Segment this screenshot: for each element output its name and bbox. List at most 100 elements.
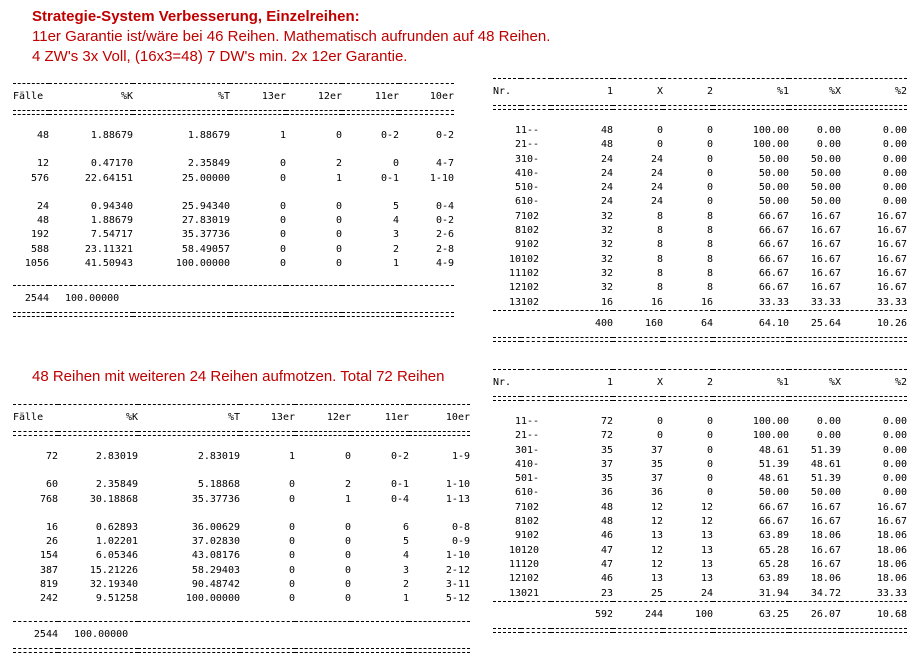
table-cell: %K [120,91,133,102]
table-cell: 8 [656,239,663,251]
table-cell: 2 [335,158,342,170]
table-cell: 72 [45,451,58,462]
spacer-row [13,271,454,286]
table-cell: 387 [39,564,58,576]
note-line-3: 48 Reihen mit weiteren 24 Reihen aufmotz… [32,368,445,385]
table-row: 12 0.47170 2.35849 0 2 0 4-7 [13,157,454,171]
total-cell: 10.26 [876,317,907,329]
table-cell: 1 [606,86,613,97]
table-cell: 48 [36,130,49,141]
table-cell: 33.33 [758,296,789,308]
table-cell: 5 [514,182,521,194]
table-cell: 8 [656,282,663,294]
table-cell: Fälle [13,91,44,102]
table-cell: 11er [384,412,409,423]
table-cell: 24 [600,167,613,179]
table-cell: 01- [521,473,540,485]
table-cell: 0 [656,139,663,151]
cases-table-48-rows: Fälle %K %T 13er 12er 11er 10er 48 1.88679 1.8867… [13,83,454,318]
table-cell: 48 [600,139,613,151]
spacer-row [13,464,470,478]
table-cell: 0.00 [882,196,907,208]
table-cell: 1.02201 [95,536,138,548]
table-row: 768 30.18868 35.37736 0 1 0-4 1-13 [13,493,470,507]
table-cell: 36 [650,487,663,499]
table-cell: 16.67 [810,516,841,528]
table-cell: 16.67 [876,267,907,279]
table-cell: 13 [508,587,521,599]
table-cell: 33.33 [876,296,907,308]
table-cell [521,370,551,397]
empty-cell [493,602,551,629]
table-cell: 0 [656,430,663,442]
table-cell: 16 [600,296,613,308]
table-cell: 63.89 [758,530,789,542]
table-row: 576 22.64151 25.00000 0 1 0-1 1-10 [13,172,454,186]
dashed-rule [493,105,907,110]
table-cell: 24 [650,196,663,208]
table-cell: 0 [706,196,713,208]
table-row: 4 10- 37 35 0 51.39 48.61 0.00 [493,458,907,472]
table-cell: 12 [36,158,49,170]
table-cell: 4 [514,167,521,179]
table-cell: 27.83019 [181,215,230,227]
total-cases: 2544 [33,628,58,640]
table-row: 24 0.94340 25.94340 0 0 5 0-4 [13,200,454,214]
table-cell: 100.00 [752,125,789,136]
table-cell: 16.67 [876,225,907,237]
table-cell: 0 [279,172,286,184]
table-cell: 1.88679 [187,130,230,141]
table-row: 8 102 48 12 12 66.67 16.67 16.67 [493,515,907,529]
table-cell: 588 [30,243,49,255]
table-row: 2 1-- 48 0 0 100.00 0.00 0.00 [493,138,907,152]
table-cell: 16.67 [810,253,841,265]
table-cell: 0 [335,130,342,141]
table-cell: 12 [508,282,521,294]
table-cell: 66.67 [758,210,789,222]
table-cell: 35.37736 [181,229,230,241]
table-row: 12 102 46 13 13 63.89 18.06 18.06 [493,572,907,586]
table-cell: 102 [521,573,540,585]
table-cell: 2 [514,430,521,442]
spacer-row [13,186,454,200]
table-row: 26 1.02201 37.02830 0 0 5 0-9 [13,535,470,549]
table-cell: 0-2 [380,130,399,141]
table-cell: 24 [650,182,663,194]
header-row: Nr. 1 X 2 %1 %X %2 [493,370,907,397]
table-cell: 8 [656,253,663,265]
table-cell: 2 [706,86,713,97]
table-row: 9 102 46 13 13 63.89 18.06 18.06 [493,529,907,543]
table-cell: 0.00 [882,458,907,470]
table-cell: 154 [39,550,58,562]
table-cell: %T [227,412,240,423]
table-cell: 102 [521,210,540,222]
table-cell: 24 [650,153,663,165]
table-cell: 0 [288,521,295,533]
table-cell: %K [125,412,138,423]
table-cell: 50.00 [758,167,789,179]
table-cell: 35 [600,473,613,485]
table-cell: 12 [700,501,713,513]
table-cell: 120 [521,558,540,570]
table-cell: 0 [279,243,286,255]
table-cell: 0 [706,125,713,136]
table-cell: 0-8 [451,521,470,533]
table-cell [521,79,551,106]
table-cell: 16.67 [810,282,841,294]
dashed-rule [493,601,907,602]
spacer-row [13,115,454,130]
table-cell: 11 [508,558,521,570]
table-cell: 0 [288,493,295,505]
table-cell: 9 [514,239,521,251]
table-cell: 35 [650,458,663,470]
total-cell: 100 [694,608,713,620]
table-cell: 32 [600,239,613,251]
table-cell: 0-2 [435,215,454,227]
table-cell: 2.83019 [197,451,240,462]
table-cell: 7 [514,210,521,222]
table-cell: 13 [700,530,713,542]
dashed-rule [493,310,907,311]
table-cell: 2.35849 [95,479,138,491]
table-row: 48 1.88679 1.88679 1 0 0-2 0-2 [13,129,454,143]
table-cell: 8 [656,210,663,222]
